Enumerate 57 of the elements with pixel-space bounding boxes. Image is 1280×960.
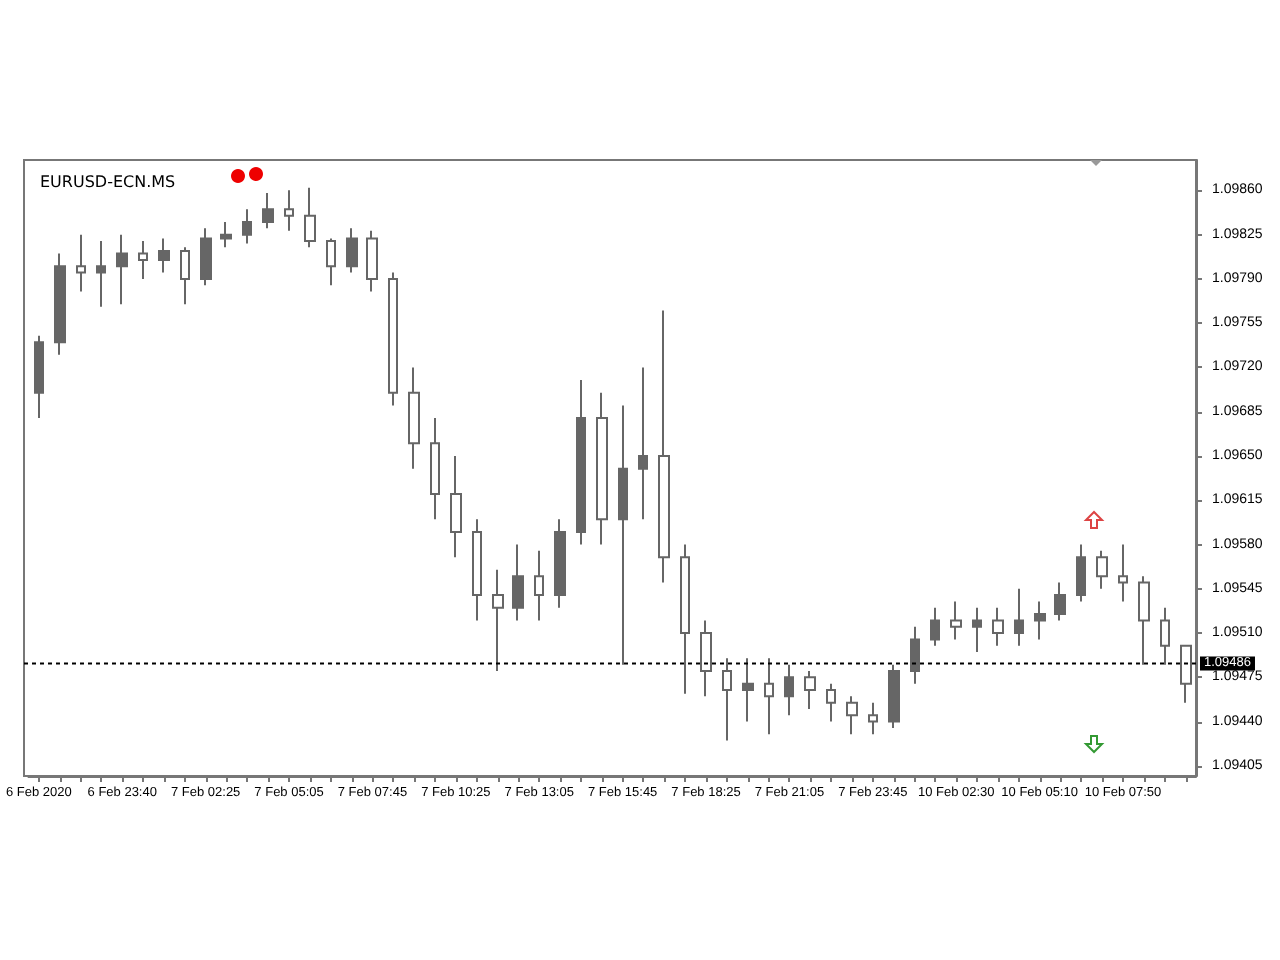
candlestick: [658, 309, 670, 584]
candlestick: [1160, 606, 1170, 666]
candlestick: [512, 543, 524, 622]
candlestick: [220, 220, 232, 249]
candlestick: [430, 417, 440, 521]
candlestick: [472, 518, 482, 622]
candlestick: [138, 239, 148, 280]
candlestick: [1118, 543, 1128, 603]
candlestick: [1180, 644, 1192, 704]
candlestick: [388, 271, 398, 407]
candlestick: [868, 701, 878, 736]
candlestick: [34, 334, 44, 420]
candlestick: [950, 600, 962, 641]
candlestick: [992, 606, 1004, 647]
candlestick: [76, 233, 86, 293]
candlestick: [596, 391, 608, 546]
candlestick: [700, 619, 712, 698]
candlestick: [1034, 600, 1046, 641]
candlestick: [346, 227, 358, 274]
candlestick: [910, 625, 920, 685]
candlestick: [326, 237, 336, 287]
candlestick: [262, 191, 274, 230]
candlestick: [492, 568, 504, 673]
candlestick: [200, 227, 212, 287]
candlestick: [158, 237, 170, 274]
candlestick: [638, 366, 648, 521]
candlestick: [764, 657, 774, 736]
candlestick: [116, 233, 128, 306]
candlestick: [534, 549, 544, 622]
candlestick: [450, 454, 462, 559]
candlestick: [680, 543, 690, 695]
candlestick: [554, 518, 566, 609]
candlestick: [576, 379, 586, 546]
text: EURUSD-ECN.MS: [40, 173, 176, 191]
candlestick: [284, 189, 294, 232]
candlestick: [888, 663, 900, 729]
candlestick: [180, 246, 190, 306]
candlestick: [722, 657, 732, 742]
candlestick: [1138, 575, 1150, 666]
candlestick: [784, 663, 794, 717]
candlestick: [1014, 587, 1024, 647]
candlestick: [804, 670, 816, 710]
candlestick: [846, 695, 858, 736]
candlestick: [972, 606, 982, 654]
candlestick: [930, 606, 940, 647]
candlestick: [742, 657, 754, 723]
candlestick: [366, 229, 378, 293]
candlestick: [96, 239, 106, 308]
candlestick: [304, 186, 316, 249]
candlestick: [408, 366, 420, 470]
candlestick: [1096, 549, 1108, 590]
candlestick: [826, 682, 836, 723]
candlestick: [618, 404, 628, 666]
candlestick: [1054, 581, 1066, 622]
candlestick: [1076, 543, 1086, 603]
candlestick: [54, 252, 66, 356]
candlestick: [242, 208, 252, 245]
